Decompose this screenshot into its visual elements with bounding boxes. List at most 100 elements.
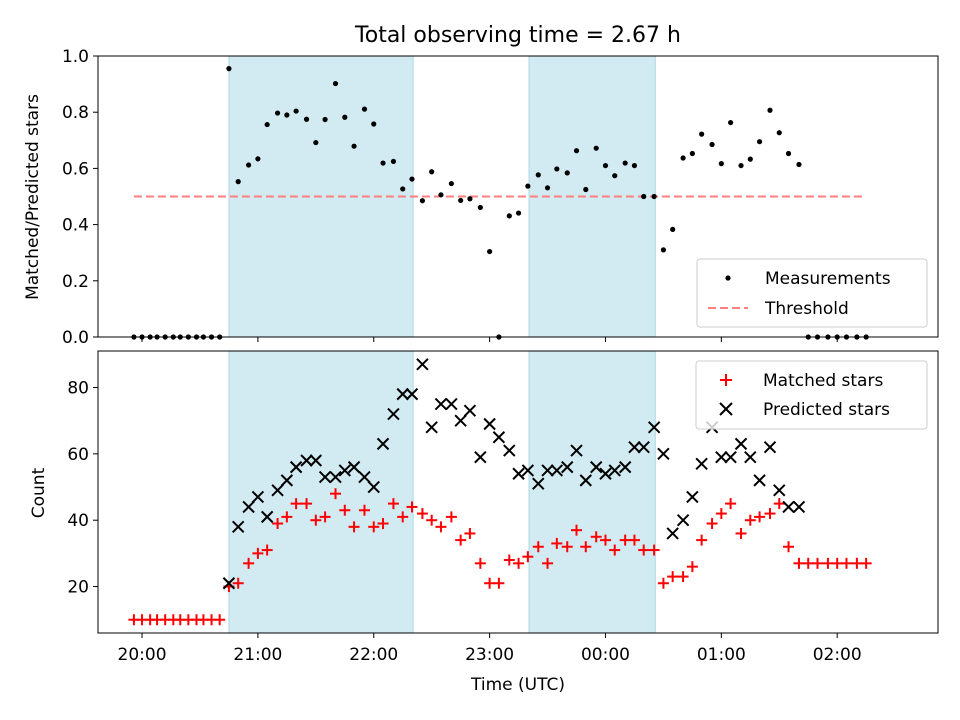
predicted-star-marker-b [734, 437, 748, 451]
measurement-point [670, 226, 676, 232]
x-tick-label: 20:00 [118, 645, 167, 665]
measurement-point [564, 170, 570, 176]
measurement-point [583, 186, 589, 193]
top-panel: 0.0 0.2 0.4 0.6 0.8 1.0 Matched/Predicted sta… [23, 47, 939, 348]
matched-star-marker [551, 537, 563, 549]
predicted-star-marker [300, 454, 313, 467]
predicted-star-marker-b [637, 441, 650, 454]
predicted-star-marker [550, 464, 564, 477]
measurement-point [235, 179, 241, 185]
predicted-star-marker-b [358, 470, 371, 484]
matched-star-marker [754, 511, 766, 523]
measurement-point [515, 210, 522, 216]
bottom-y-tick-label: 40 [67, 511, 89, 531]
matched-star-marker [725, 498, 737, 510]
predicted-star-marker-b [300, 454, 313, 467]
matched-star-marker [783, 541, 795, 553]
predicted-star-marker-b [561, 460, 574, 474]
top-y-tick-label: 0.8 [62, 103, 89, 123]
predicted-star-marker [242, 500, 255, 514]
matched-star-marker [513, 557, 525, 569]
matched-star-marker [339, 504, 351, 516]
predicted-star-marker-b [512, 467, 525, 480]
legend-predicted-label: Predicted stars [763, 400, 890, 420]
measurement-point [438, 192, 444, 198]
predicted-star-marker [367, 480, 380, 494]
predicted-star-marker-b [367, 480, 380, 494]
bottom-plot-frame [97, 350, 939, 634]
predicted-star-marker-b [550, 464, 564, 477]
measurement-point [709, 141, 715, 148]
predicted-star-marker-b [231, 520, 245, 534]
measurement-point [785, 150, 792, 157]
matched-star-marker [435, 521, 447, 533]
predicted-star-marker-b [474, 450, 487, 464]
matched-star-marker [706, 518, 718, 530]
measurement-point [380, 160, 386, 166]
top-y-axis-label: Matched/Predicted stars [23, 94, 43, 300]
matched-star-marker [609, 544, 621, 556]
predicted-star-marker [647, 421, 661, 434]
top-legend: Measurements Threshold [696, 258, 928, 328]
measurement-point [641, 193, 647, 200]
bottom-panel: 20 40 60 80 20:00 21:00 22:00 23:00 00:00 01:00 0… [29, 350, 939, 695]
measurement-point [544, 185, 551, 191]
top-y-tick-label: 0.0 [62, 328, 89, 348]
measurement-point [322, 116, 328, 123]
measurement-point [313, 139, 319, 146]
predicted-star-marker [521, 464, 535, 477]
matched-star-marker [522, 551, 534, 563]
predicted-star-marker [483, 417, 496, 431]
predicted-star-marker [280, 474, 294, 487]
measurement-point [303, 116, 310, 122]
measurement-point [756, 139, 763, 145]
matched-star-marker [851, 557, 863, 569]
matched-star-marker [348, 521, 360, 533]
predicted-star-marker [753, 474, 766, 487]
predicted-star-marker-b [676, 513, 690, 527]
predicted-star-marker [512, 467, 525, 480]
predicted-star-marker [503, 444, 516, 457]
predicted-star-marker [347, 460, 361, 474]
predicted-star-marker [618, 460, 632, 474]
measurement-point [554, 166, 560, 172]
measurement-point [332, 80, 339, 87]
predicted-star-marker [570, 444, 583, 457]
predicted-star-marker-b [242, 500, 255, 514]
matched-star-marker [310, 514, 322, 526]
predicted-star-marker [222, 577, 236, 590]
top-y-tick-label: 0.4 [62, 216, 89, 236]
top-legend-box [696, 258, 928, 328]
predicted-star-marker [492, 431, 506, 444]
predicted-star-marker-b [309, 454, 323, 467]
matched-star-marker [426, 514, 438, 526]
matched-star-marker [667, 571, 679, 583]
predicted-star-marker [260, 510, 274, 524]
predicted-star-marker [251, 490, 265, 504]
matched-star-marker [474, 557, 486, 569]
predicted-star-marker [289, 460, 303, 474]
matched-star-marker [561, 541, 573, 553]
predicted-star-marker [358, 470, 371, 484]
predicted-star-marker [416, 358, 429, 371]
measurement-point [796, 161, 802, 168]
predicted-star-marker-b [483, 417, 496, 431]
predicted-star-marker-b [445, 397, 458, 411]
predicted-star-marker-b [532, 477, 545, 490]
legend-matched-marker [720, 374, 732, 386]
predicted-star-marker-b [503, 444, 516, 457]
matched-star-marker [648, 544, 660, 556]
predicted-star-marker [271, 484, 284, 497]
measurement-point [631, 162, 638, 169]
predicted-star-marker-b [773, 484, 786, 497]
predicted-star-marker-b [318, 470, 332, 484]
matched-star-marker [677, 571, 689, 583]
predicted-star-marker-b [338, 464, 351, 477]
matched-star-marker [532, 541, 544, 553]
matched-star-marker [802, 557, 814, 569]
matched-star-marker [822, 557, 834, 569]
matched-star-marker [840, 557, 852, 569]
measurement-point [264, 121, 270, 128]
measurement-point [651, 193, 657, 200]
